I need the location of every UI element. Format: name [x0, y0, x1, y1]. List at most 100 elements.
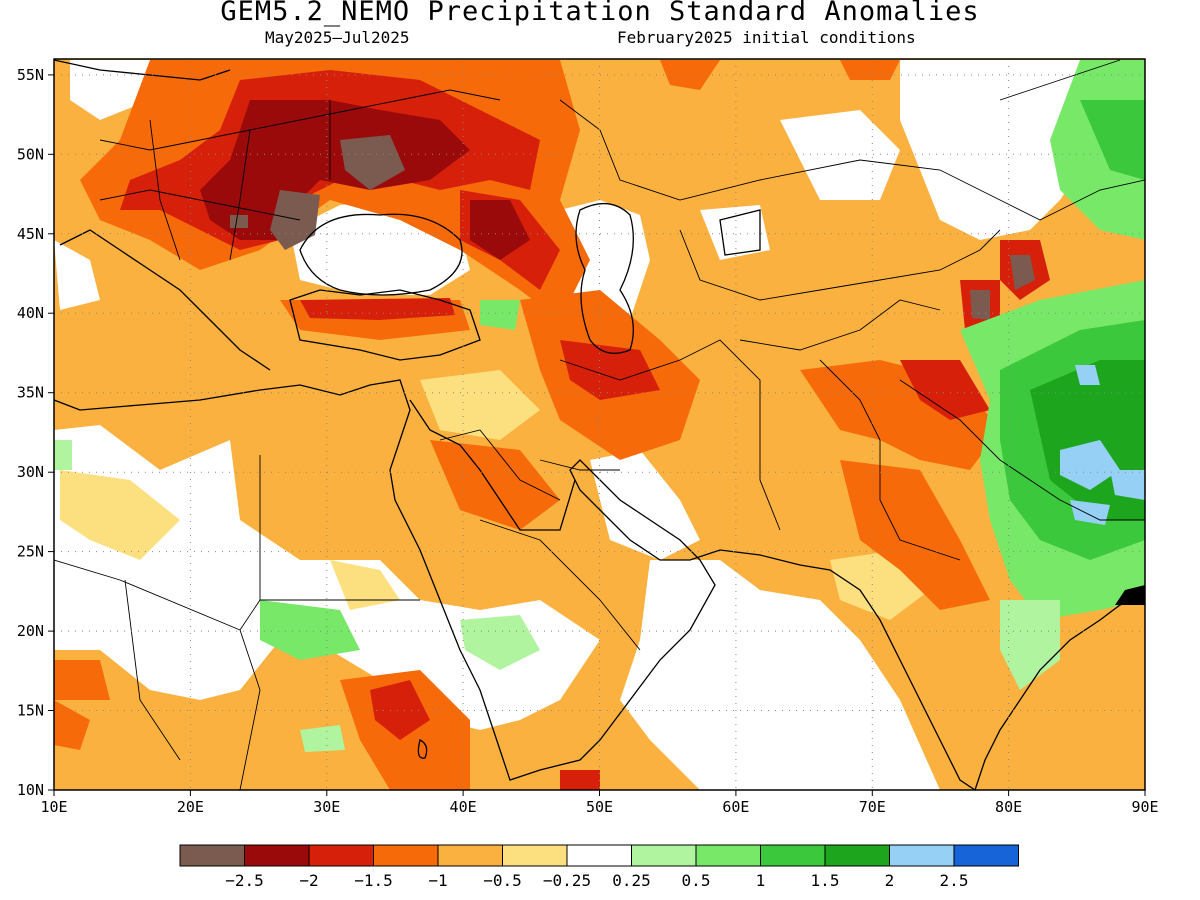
- coastal-artifact: [1115, 585, 1145, 605]
- border: [539, 459, 620, 471]
- border: [54, 559, 420, 631]
- x-axis-labels: 10E 20E 30E 40E 50E 60E 70E 80E 90E: [40, 798, 1158, 816]
- x-tick-label: 50E: [586, 798, 613, 816]
- coastline-arabia: [409, 399, 576, 531]
- colorbar-label: 0.5: [682, 871, 711, 890]
- x-tick-label: 90E: [1131, 798, 1158, 816]
- x-tick-label: 30E: [313, 798, 340, 816]
- colorbar: −2.5 −2 −1.5 −1 −0.5 −0.25 0.25 0.5 1 1.5 2 2.5: [179, 844, 1019, 890]
- colorbar-swatch: [824, 844, 890, 867]
- colorbar-swatch: [244, 844, 310, 867]
- coastline-europe: [59, 229, 271, 371]
- colorbar-label: −0.25: [543, 871, 591, 890]
- dry-area-severe: [200, 100, 470, 240]
- y-tick-label: 10N: [17, 781, 44, 799]
- colorbar-swatch: [502, 844, 568, 867]
- border: [899, 379, 1145, 521]
- colorbar-swatch: [566, 844, 632, 867]
- colorbar-label: −2.5: [225, 871, 264, 890]
- near-zero-area: [590, 450, 700, 560]
- border: [439, 429, 561, 501]
- colorbar-swatch: [889, 844, 955, 867]
- border: [99, 89, 501, 151]
- borders: [54, 59, 1145, 790]
- coastline-anatolia: [289, 289, 481, 361]
- x-tick-label: 70E: [859, 798, 886, 816]
- wet-area-strong: [1080, 100, 1145, 180]
- x-tick-label: 10E: [40, 798, 67, 816]
- x-tick-label: 60E: [722, 798, 749, 816]
- wet-area-moderate: [260, 600, 360, 660]
- axis-ticks: [48, 74, 1146, 796]
- x-tick-label: 40E: [450, 798, 477, 816]
- border: [819, 359, 961, 561]
- dry-area-moderate: [660, 60, 720, 90]
- border: [999, 59, 1121, 101]
- y-tick-label: 35N: [17, 384, 44, 402]
- slight-dry-area: [330, 560, 400, 610]
- coastline-bay-of-bengal: [974, 594, 1145, 790]
- colorbar-label: 1: [756, 871, 766, 890]
- black-sea: [299, 213, 463, 296]
- y-tick-label: 15N: [17, 702, 44, 720]
- border: [679, 229, 1001, 301]
- dry-area-extreme: [230, 215, 248, 228]
- map-title: GEM5.2_NEMO Precipitation Standard Anoma…: [220, 0, 980, 27]
- colorbar-swatch: [179, 844, 245, 867]
- border: [239, 629, 261, 790]
- wet-area-slight: [300, 725, 345, 752]
- colorbar-label: 0.25: [612, 871, 651, 890]
- coastline-main: [54, 379, 976, 790]
- colorbar-label: −0.5: [483, 871, 522, 890]
- y-axis-labels: 10N 15N 20N 25N 30N 35N 40N 45N 50N 55N: [17, 66, 44, 799]
- y-tick-label: 50N: [17, 145, 44, 163]
- border: [739, 299, 941, 351]
- wet-area-extreme: [1110, 470, 1145, 500]
- aral-sea: [719, 209, 761, 256]
- dry-area-strong: [900, 360, 990, 420]
- dry-area-moderate: [54, 700, 90, 750]
- colorbar-label: −2: [299, 871, 318, 890]
- border: [559, 99, 1145, 221]
- dry-area-moderate: [840, 60, 900, 80]
- dry-area-moderate: [430, 440, 560, 530]
- colorbar-swatch: [695, 844, 761, 867]
- y-tick-label: 40N: [17, 304, 44, 322]
- y-tick-label: 20N: [17, 622, 44, 640]
- dry-area-extreme: [340, 135, 405, 190]
- border: [559, 339, 781, 531]
- lake-tana: [417, 739, 428, 759]
- colorbar-swatch: [373, 844, 439, 867]
- wet-area-slight: [1000, 600, 1060, 690]
- border: [229, 129, 251, 261]
- colorbar-swatch: [953, 844, 1019, 867]
- border: [99, 189, 301, 221]
- border: [149, 119, 181, 261]
- dry-area-moderate: [840, 460, 990, 610]
- border: [124, 579, 181, 761]
- dry-area-strong: [560, 340, 660, 400]
- colorbar-label: 1.5: [811, 871, 840, 890]
- dry-area-severe: [470, 200, 530, 260]
- colorbar-swatch: [437, 844, 503, 867]
- wet-area-moderate: [480, 300, 520, 330]
- forecast-period: May2025–Jul2025: [265, 28, 410, 47]
- dry-area-extreme: [970, 290, 990, 320]
- caspian-sea: [575, 203, 634, 354]
- dry-area-extreme: [1010, 255, 1035, 290]
- near-zero-area: [700, 205, 770, 260]
- wet-area-extreme: [1070, 500, 1110, 525]
- colorbar-label: −1: [428, 871, 447, 890]
- slight-dry-area: [60, 470, 180, 560]
- wet-area-slight: [460, 615, 540, 670]
- coastlines: [54, 59, 1145, 790]
- y-tick-label: 30N: [17, 463, 44, 481]
- dry-area-strong: [560, 770, 600, 790]
- y-tick-label: 45N: [17, 225, 44, 243]
- colorbar-label: 2.5: [940, 871, 969, 890]
- wet-area-extreme: [1075, 365, 1100, 385]
- dry-area-strong: [370, 680, 430, 740]
- near-zero-area: [780, 110, 900, 200]
- wet-area-slight: [54, 440, 72, 470]
